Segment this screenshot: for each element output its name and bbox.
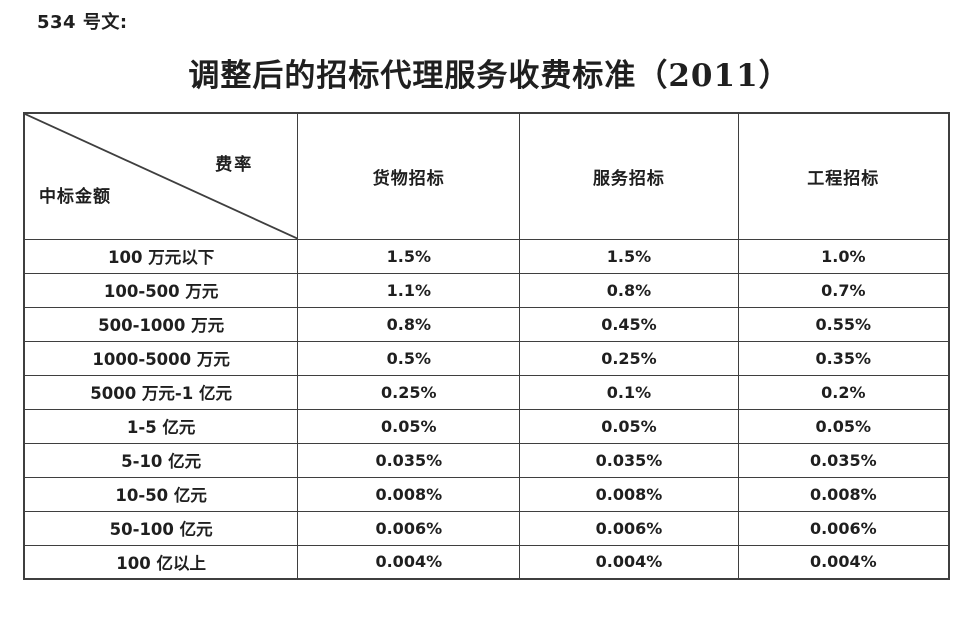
row-label-cell: 5000 万元-1 亿元 bbox=[23, 374, 299, 410]
diagonal-header-cell: 费率 中标金额 bbox=[23, 112, 299, 240]
row-label-cell: 100 亿以上 bbox=[23, 544, 299, 580]
fee-rate-table: 费率 中标金额 货物招标 服务招标 工程招标 100 万元以下 1.5% 1.5… bbox=[23, 112, 950, 580]
row-label-cell: 5-10 亿元 bbox=[23, 442, 299, 478]
table-row: 1000-5000 万元 0.5% 0.25% 0.35% bbox=[23, 340, 950, 376]
rate-cell: 0.2% bbox=[737, 374, 950, 410]
row-label-cell: 100 万元以下 bbox=[23, 238, 299, 274]
row-label-cell: 500-1000 万元 bbox=[23, 306, 299, 342]
row-label-cell: 10-50 亿元 bbox=[23, 476, 299, 512]
table-row: 100 亿以上 0.004% 0.004% 0.004% bbox=[23, 544, 950, 580]
row-label-cell: 50-100 亿元 bbox=[23, 510, 299, 546]
rate-cell: 0.8% bbox=[297, 306, 521, 342]
table-row: 100-500 万元 1.1% 0.8% 0.7% bbox=[23, 272, 950, 308]
rate-cell: 0.008% bbox=[297, 476, 521, 512]
column-header-goods: 货物招标 bbox=[297, 112, 521, 240]
rate-cell: 1.0% bbox=[737, 238, 950, 274]
rate-cell: 0.008% bbox=[737, 476, 950, 512]
column-header-engineering: 工程招标 bbox=[737, 112, 950, 240]
row-label-cell: 100-500 万元 bbox=[23, 272, 299, 308]
rate-cell: 1.5% bbox=[297, 238, 521, 274]
table-row: 5000 万元-1 亿元 0.25% 0.1% 0.2% bbox=[23, 374, 950, 410]
rate-cell: 0.55% bbox=[737, 306, 950, 342]
rate-cell: 0.05% bbox=[519, 408, 739, 444]
rate-cell: 0.035% bbox=[297, 442, 521, 478]
column-header-services: 服务招标 bbox=[519, 112, 739, 240]
corner-label-amount: 中标金额 bbox=[39, 186, 111, 207]
rate-cell: 0.006% bbox=[737, 510, 950, 546]
page-title: 调整后的招标代理服务收费标准（2011） bbox=[188, 58, 791, 94]
rate-cell: 0.5% bbox=[297, 340, 521, 376]
table-row: 5-10 亿元 0.035% 0.035% 0.035% bbox=[23, 442, 950, 478]
rate-cell: 0.006% bbox=[297, 510, 521, 546]
rate-cell: 0.25% bbox=[519, 340, 739, 376]
table-header-row: 费率 中标金额 货物招标 服务招标 工程招标 bbox=[23, 112, 950, 240]
table-row: 100 万元以下 1.5% 1.5% 1.0% bbox=[23, 238, 950, 274]
row-label-cell: 1-5 亿元 bbox=[23, 408, 299, 444]
rate-cell: 0.008% bbox=[519, 476, 739, 512]
rate-cell: 0.004% bbox=[737, 544, 950, 580]
diagonal-line bbox=[25, 114, 297, 239]
table-row: 10-50 亿元 0.008% 0.008% 0.008% bbox=[23, 476, 950, 512]
rate-cell: 0.004% bbox=[519, 544, 739, 580]
rate-cell: 0.25% bbox=[297, 374, 521, 410]
rate-cell: 0.45% bbox=[519, 306, 739, 342]
rate-cell: 1.1% bbox=[297, 272, 521, 308]
rate-cell: 0.006% bbox=[519, 510, 739, 546]
rate-cell: 0.035% bbox=[519, 442, 739, 478]
corner-label-rate: 费率 bbox=[215, 155, 254, 175]
table-row: 50-100 亿元 0.006% 0.006% 0.006% bbox=[23, 510, 950, 546]
rate-cell: 0.05% bbox=[297, 408, 521, 444]
rate-cell: 0.8% bbox=[519, 272, 739, 308]
table-row: 1-5 亿元 0.05% 0.05% 0.05% bbox=[23, 408, 950, 444]
rate-cell: 0.035% bbox=[737, 442, 950, 478]
rate-cell: 1.5% bbox=[519, 238, 739, 274]
rate-cell: 0.05% bbox=[737, 408, 950, 444]
row-label-cell: 1000-5000 万元 bbox=[23, 340, 299, 376]
rate-cell: 0.1% bbox=[519, 374, 739, 410]
doc-number-label: 534 号文: bbox=[37, 12, 128, 33]
rate-cell: 0.7% bbox=[737, 272, 950, 308]
table-row: 500-1000 万元 0.8% 0.45% 0.55% bbox=[23, 306, 950, 342]
rate-cell: 0.004% bbox=[297, 544, 521, 580]
rate-cell: 0.35% bbox=[737, 340, 950, 376]
